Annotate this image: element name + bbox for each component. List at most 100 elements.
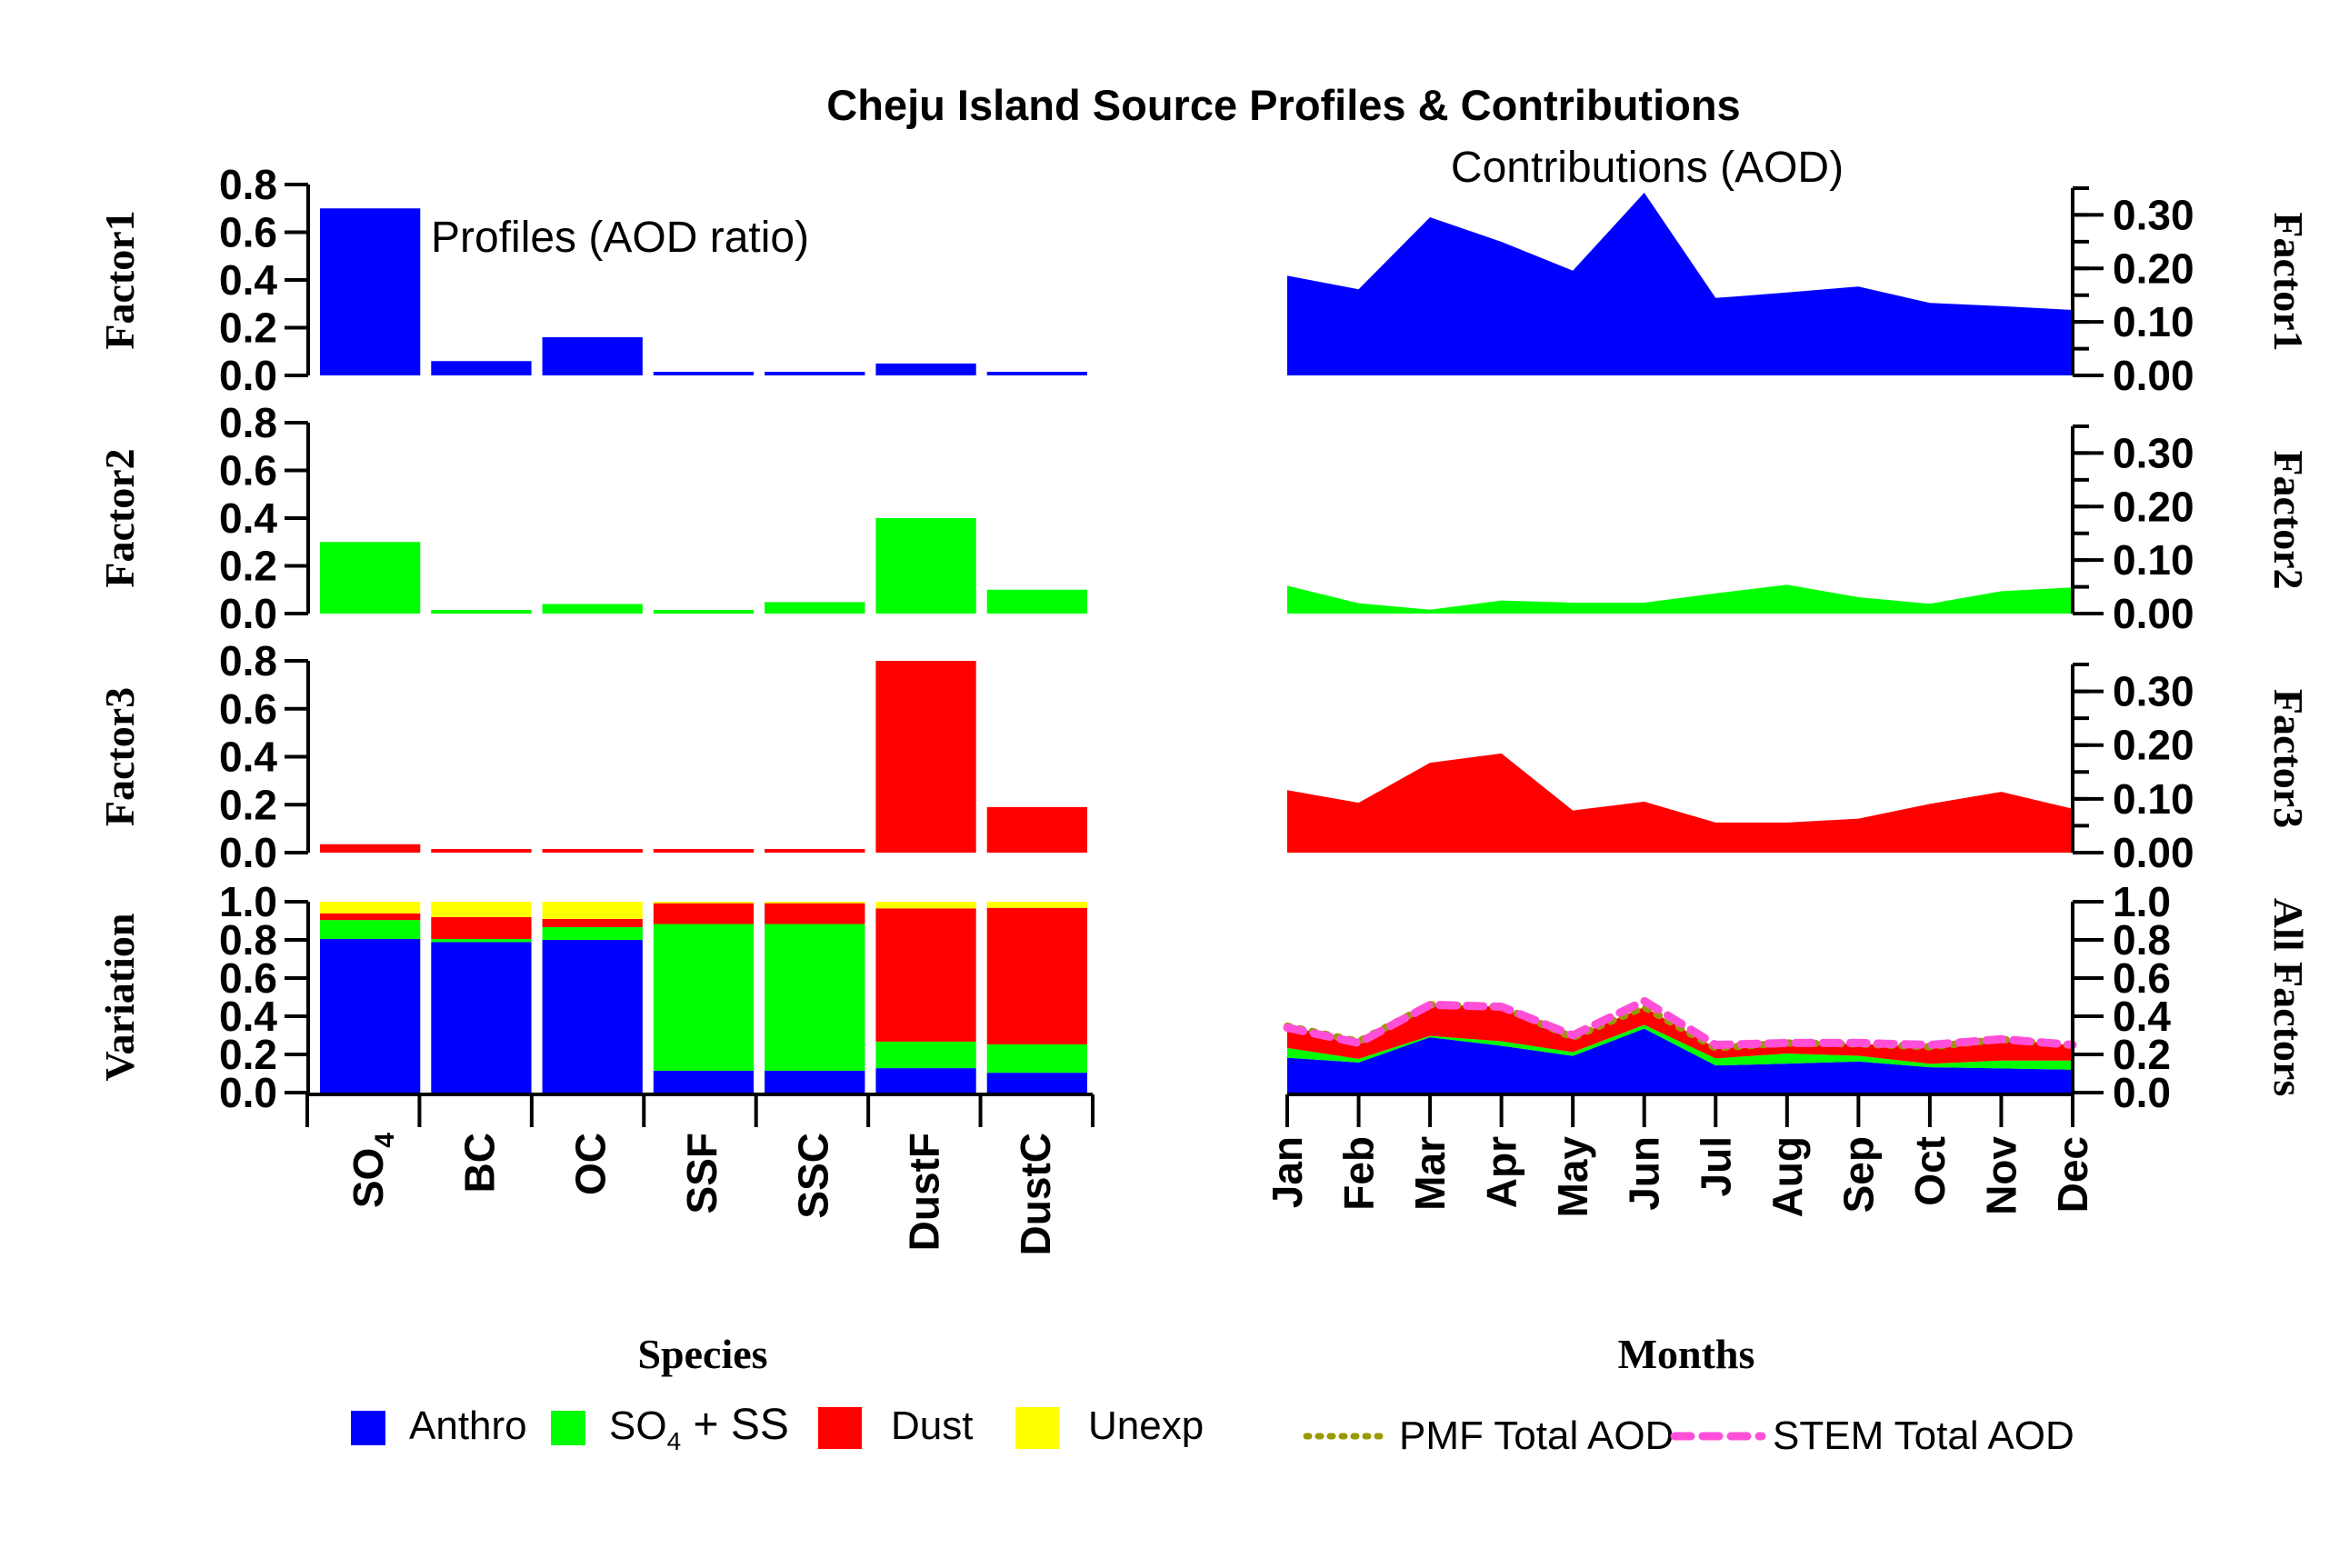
x-tick-label: Sep: [1834, 1136, 1882, 1213]
legend-item-dust: Dust: [818, 1403, 973, 1449]
legend-item-so: SO4 + SS: [551, 1401, 789, 1455]
legend-item-stem-total-aod: STEM Total AOD: [1670, 1413, 2074, 1458]
y-axis-label: Factor1: [96, 210, 143, 349]
legend-label: PMF Total AOD: [1399, 1413, 1674, 1458]
y-tick-label: 0.20: [2113, 483, 2194, 530]
x-tick-label: Jan: [1264, 1136, 1311, 1208]
stack-segment-anthro: [875, 1068, 976, 1093]
bar-dustc: [986, 806, 1087, 853]
legend-label: Dust: [891, 1403, 973, 1448]
stack-segment-unexp: [653, 902, 755, 904]
y-tick-label: 0.0: [219, 829, 277, 876]
stack-segment-anthro: [431, 942, 532, 1093]
legend-item-unexp: Unexp: [1015, 1403, 1204, 1449]
legend-label: Unexp: [1088, 1403, 1204, 1448]
y-axis-label: Factor2: [96, 448, 143, 587]
stack-segment-dust: [542, 918, 643, 927]
y-tick-label: 0.10: [2113, 536, 2194, 584]
bar-oc: [542, 604, 643, 614]
y-tick-label: 0.4: [2113, 993, 2171, 1040]
bar-dustf: [875, 363, 976, 375]
y-tick-label: 0.2: [219, 781, 277, 828]
legend-swatch: [1015, 1407, 1059, 1449]
stack-segment-anthro: [986, 1073, 1087, 1093]
stack-segment-unexp: [875, 902, 976, 909]
legend-label: SO4 + SS: [609, 1401, 789, 1455]
area-factor1: [1287, 193, 2073, 375]
y-tick-label: 0.6: [219, 954, 277, 1002]
profile-panel-factor2: 0.00.20.40.60.8 Factor2: [96, 399, 1087, 637]
y-tick-label: 0.4: [219, 734, 277, 781]
stack-segment-so4-ss: [542, 926, 643, 940]
stack-segment-so4-ss: [986, 1044, 1087, 1074]
stack-segment-anthro: [765, 1070, 865, 1093]
stack-segment-dust: [765, 903, 865, 924]
x-tick-label: Aug: [1764, 1136, 1811, 1217]
legend: Anthro SO4 + SS Dust Unexp PMF Total AOD STEM…: [351, 1401, 2074, 1458]
y-tick-label: 0.4: [219, 993, 277, 1040]
x-tick-label: SO4: [345, 1133, 400, 1208]
legend-swatch: [551, 1411, 585, 1445]
y-tick-label: 0.30: [2113, 429, 2194, 476]
stack-segment-so4-ss: [653, 924, 755, 1071]
y-tick-label: 1.0: [219, 878, 277, 925]
x-tick-label: Jul: [1692, 1136, 1739, 1196]
y-tick-label: 0.8: [219, 916, 277, 964]
bar-bc: [431, 849, 532, 853]
y-tick-label: 0.2: [219, 305, 277, 352]
y-tick-label: 0.2: [219, 1031, 277, 1078]
y-tick-label: 1.0: [2113, 878, 2171, 925]
stacked-area-factor3: [1287, 1004, 2073, 1064]
stack-segment-so4-ss: [431, 938, 532, 943]
stack-segment-unexp: [986, 902, 1087, 908]
profiles-panels: 0.00.20.40.60.8Factor10.00.20.40.60.8Fac…: [96, 161, 1095, 1255]
y-tick-label: 0.00: [2113, 352, 2194, 399]
stack-segment-dust: [653, 903, 755, 924]
y-tick-label: 0.20: [2113, 245, 2194, 292]
y-tick-label: 0.2: [219, 543, 277, 590]
stack-segment-unexp: [765, 902, 865, 904]
stack-segment-unexp: [431, 902, 532, 917]
y-tick-label: 0.00: [2113, 829, 2194, 876]
area-factor3: [1287, 753, 2073, 853]
y-tick-label: 0.8: [219, 399, 277, 446]
bar-bc: [431, 610, 532, 614]
y-axis-label: All Factors: [2265, 898, 2312, 1096]
bar-dustf: [875, 661, 976, 853]
line-stem-total-aod: [1283, 996, 2077, 1049]
y-tick-label: 0.20: [2113, 722, 2194, 769]
all-factors-panel: 0.00.20.40.60.81.0 All Factors Jan Feb Mar Ap…: [1264, 878, 2312, 1217]
contribution-panel-factor2: 0.00 0.10 0.20 0.30 Factor2: [1287, 424, 2312, 637]
stack-segment-so4-ss: [320, 920, 421, 939]
x-tick-label: SSC: [789, 1133, 836, 1219]
y-tick-label: 0.8: [219, 637, 277, 684]
species-xlabel: Species: [637, 1331, 767, 1377]
x-tick-label: BC: [455, 1133, 503, 1193]
y-tick-label: 0.0: [219, 590, 277, 637]
contribution-panel-factor3: 0.00 0.10 0.20 0.30 Factor3: [1287, 663, 2312, 876]
stack-segment-dust: [320, 913, 421, 921]
stacked-area-factor1: [1287, 1028, 2073, 1093]
x-tick-label: Apr: [1478, 1136, 1525, 1208]
y-tick-label: 0.8: [2113, 916, 2171, 964]
x-tick-label: SSF: [678, 1133, 725, 1213]
y-tick-label: 0.30: [2113, 191, 2194, 238]
x-tick-label: Mar: [1406, 1136, 1454, 1211]
y-tick-label: 0.4: [219, 494, 277, 542]
stack-segment-anthro: [320, 938, 421, 1093]
y-tick-label: 0.2: [2113, 1031, 2171, 1078]
y-axis-label: Factor1: [2265, 212, 2312, 351]
bar-dustf: [875, 518, 976, 614]
y-axis-label: Factor3: [2265, 689, 2312, 828]
contributions-subtitle: Contributions (AOD): [1451, 144, 1844, 192]
stack-segment-dust: [875, 908, 976, 1042]
stack-segment-so4-ss: [875, 1041, 976, 1069]
y-tick-label: 0.6: [219, 209, 277, 256]
bar-dustc: [986, 372, 1087, 375]
bar-bc: [431, 361, 532, 375]
y-tick-label: 0.10: [2113, 775, 2194, 823]
x-tick-label: DustC: [1012, 1133, 1059, 1255]
bar-oc: [542, 849, 643, 853]
y-tick-label: 0.0: [219, 352, 277, 399]
